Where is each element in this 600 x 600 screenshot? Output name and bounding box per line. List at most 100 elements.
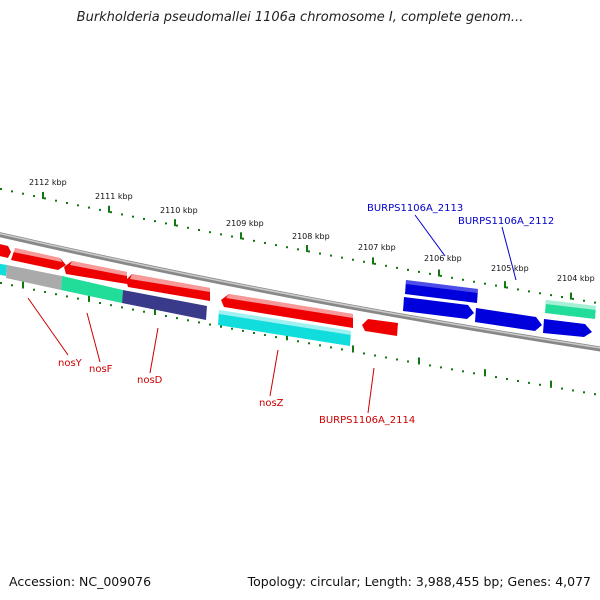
tick-marks — [0, 188, 596, 396]
tick-dot — [44, 290, 46, 293]
tick-dot — [66, 295, 68, 298]
tick-major — [286, 333, 288, 341]
tick-dot — [44, 197, 46, 200]
callout-nosY — [27, 297, 69, 356]
tick-dot — [484, 282, 486, 285]
chromosome-backbone-highlight — [0, 232, 600, 349]
gene-red-1[interactable] — [0, 243, 11, 258]
gene-label-nosD: nosD — [137, 375, 163, 386]
callout-BURPS1106A-2112 — [501, 226, 517, 281]
tick-labels: 2112 kbp 2111 kbp 2110 kbp 2109 kbp 2108… — [29, 178, 595, 283]
chromosome-backbone — [0, 232, 600, 352]
tick-dot — [473, 372, 475, 375]
tick-dot — [341, 256, 343, 259]
tick-dot — [308, 250, 310, 253]
tick-dot — [99, 302, 101, 305]
gene-blue-3[interactable] — [475, 308, 542, 331]
tick-dot — [528, 290, 530, 293]
callout-BURPS1106A-2113 — [414, 214, 446, 257]
tick-label-2108: 2108 kbp — [292, 232, 330, 241]
gene-blue-2[interactable] — [403, 297, 474, 319]
tick-dot — [297, 340, 299, 343]
tick-dot — [594, 301, 596, 304]
tick-dot — [583, 391, 585, 394]
tick-dot — [22, 192, 24, 195]
tick-dot — [77, 204, 79, 207]
tick-major — [352, 345, 354, 353]
tick-dot — [198, 321, 200, 324]
gene-cyan-1[interactable] — [0, 263, 7, 276]
tick-dot — [99, 208, 101, 211]
tick-dot — [418, 270, 420, 273]
tick-dot — [11, 190, 13, 193]
tick-dot — [374, 354, 376, 357]
tick-dot — [275, 244, 277, 247]
tick-major — [22, 281, 24, 289]
tick-dot — [462, 278, 464, 281]
tick-dot — [220, 233, 222, 236]
gene-blue-4[interactable] — [543, 319, 592, 337]
tick-major — [438, 269, 440, 277]
tick-dot — [55, 293, 57, 296]
tick-dot — [33, 288, 35, 291]
tick-dot — [583, 299, 585, 302]
callout-nosF — [86, 312, 101, 363]
gene-navy-nosD[interactable] — [122, 290, 207, 320]
tick-label-2111: 2111 kbp — [95, 192, 133, 201]
gene-gray-nosY[interactable] — [6, 265, 62, 290]
tick-dot — [506, 286, 508, 289]
tick-label-2112: 2112 kbp — [29, 178, 67, 187]
tick-major — [154, 307, 156, 315]
callout-lines — [27, 214, 517, 414]
tick-dot — [11, 284, 13, 287]
topology-summary: Topology: circular; Length: 3,988,455 bp… — [247, 574, 591, 589]
gene-label-nosY: nosY — [58, 358, 83, 369]
tick-dot — [253, 239, 255, 242]
tick-dot — [77, 297, 79, 300]
tick-dot — [429, 272, 431, 275]
gene-labels: BURPS1106A_2113 BURPS1106A_2112 nosY nos… — [58, 203, 554, 426]
gene-label-BURPS1106A-2113: BURPS1106A_2113 — [367, 203, 463, 214]
tick-major — [418, 357, 420, 365]
tick-dot — [297, 248, 299, 251]
tick-dot — [176, 317, 178, 320]
tick-dot — [165, 222, 167, 225]
tick-dot — [396, 358, 398, 361]
tick-dot — [363, 260, 365, 263]
tick-dot — [528, 381, 530, 384]
gene-red-BURPS1106A-2114[interactable] — [362, 319, 398, 336]
tick-dot — [209, 323, 211, 326]
tick-label-2107: 2107 kbp — [358, 243, 396, 252]
gene-green-nosF[interactable] — [61, 276, 123, 303]
tick-dot — [341, 348, 343, 351]
tick-dot — [330, 346, 332, 349]
tick-dot — [0, 188, 2, 190]
tick-dot — [352, 258, 354, 261]
tick-major — [240, 232, 242, 240]
gene-label-nosZ: nosZ — [259, 398, 284, 409]
tick-dot — [572, 389, 574, 392]
tick-dot — [110, 304, 112, 307]
tick-label-2110: 2110 kbp — [160, 206, 198, 215]
tick-dot — [231, 235, 233, 238]
tick-dot — [506, 378, 508, 381]
gene-red-nosZ[interactable] — [221, 294, 353, 328]
tick-major — [42, 191, 44, 199]
tick-dot — [286, 246, 288, 249]
tick-dot — [143, 217, 145, 220]
tick-dot — [572, 297, 574, 300]
tick-label-2106: 2106 kbp — [424, 254, 462, 263]
tick-dot — [462, 370, 464, 373]
tick-dot — [330, 254, 332, 257]
tick-major — [108, 205, 110, 213]
tick-dot — [363, 352, 365, 355]
tick-dot — [429, 364, 431, 367]
tick-dot — [275, 336, 277, 339]
tick-dot — [88, 206, 90, 209]
tick-dot — [440, 274, 442, 277]
tick-dot — [539, 292, 541, 295]
gene-blue-BURPS1106A-2113-upper[interactable] — [405, 280, 478, 303]
tick-dot — [385, 264, 387, 267]
tick-dot — [242, 237, 244, 240]
